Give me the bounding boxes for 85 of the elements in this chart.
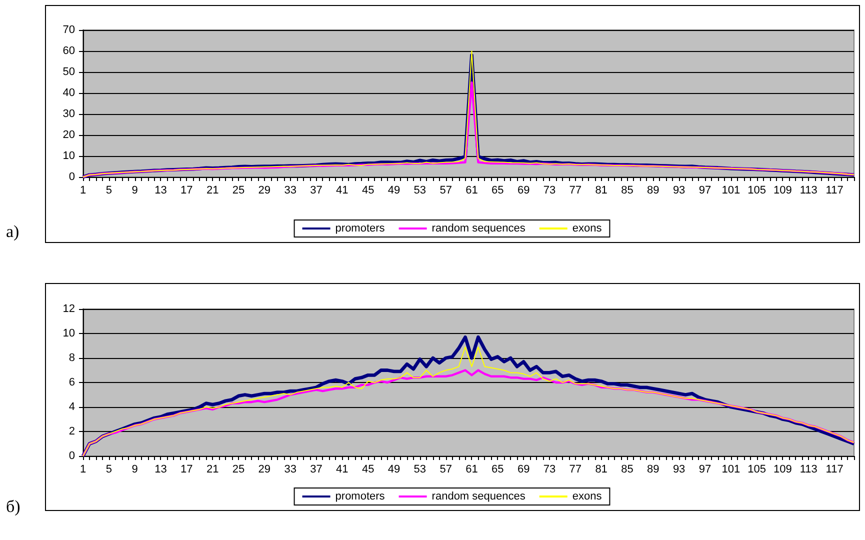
x-tick-label: 61 <box>466 464 478 476</box>
x-tick-label: 37 <box>310 464 322 476</box>
y-tick-label: 8 <box>68 352 75 364</box>
x-tick-label: 29 <box>258 184 271 196</box>
x-tick-label: 21 <box>206 464 219 476</box>
text: б) <box>6 497 20 517</box>
y-tick-label: 10 <box>62 150 75 162</box>
x-tick-label: 93 <box>672 464 686 476</box>
x-tick-label: 89 <box>647 464 660 476</box>
x-tick-label: 37 <box>310 184 322 196</box>
y-tick-label: 70 <box>62 24 75 36</box>
line-series <box>82 369 856 458</box>
x-tick-label: 113 <box>800 464 818 476</box>
x-tick-label: 65 <box>492 184 504 196</box>
y-tick-label: 20 <box>62 129 75 141</box>
x-tick-label: 81 <box>595 464 608 476</box>
y-tick-label: 2 <box>68 426 75 438</box>
y-tick-label: 30 <box>62 108 75 120</box>
legend-label: random sequences <box>432 490 526 502</box>
x-tick-label: 69 <box>517 464 530 476</box>
x-tick-label: 57 <box>440 464 452 476</box>
y-tick-label: 0 <box>68 450 75 462</box>
x-tick-label: 85 <box>621 464 634 476</box>
x-tick-label: 61 <box>466 184 478 196</box>
x-tick-label: 33 <box>284 464 296 476</box>
x-tick-label: 105 <box>748 184 766 196</box>
legend-label: exons <box>572 490 602 502</box>
x-tick-label: 93 <box>672 184 686 196</box>
x-tick-label: 25 <box>232 464 245 476</box>
x-tick-label: 81 <box>595 184 608 196</box>
y-tick-label: 4 <box>68 401 75 413</box>
x-tick-label: 1 <box>80 184 86 196</box>
x-tick-label: 73 <box>543 184 556 196</box>
text: а) <box>6 222 20 242</box>
y-tick-label: 60 <box>62 45 75 57</box>
x-tick-label: 21 <box>206 184 219 196</box>
x-tick-label: 45 <box>362 464 374 476</box>
x-tick-label: 45 <box>362 184 374 196</box>
x-tick-label: 41 <box>336 184 348 196</box>
legend-label: promoters <box>335 490 386 502</box>
x-tick-label: 97 <box>698 464 712 476</box>
x-tick-label: 5 <box>106 464 112 476</box>
line-series <box>82 81 856 178</box>
x-tick-label: 77 <box>569 464 582 476</box>
legend-label: random sequences <box>432 222 526 234</box>
x-tick-label: 97 <box>698 184 712 196</box>
legend-label: exons <box>572 222 602 234</box>
x-tick-label: 49 <box>388 464 400 476</box>
x-tick-label: 109 <box>774 464 792 476</box>
x-tick-label: 33 <box>284 184 296 196</box>
y-tick-label: 10 <box>62 328 75 340</box>
x-tick-label: 117 <box>826 184 844 196</box>
x-tick-label: 1 <box>80 464 86 476</box>
x-tick-label: 13 <box>154 464 167 476</box>
y-tick-label: 6 <box>68 376 75 388</box>
x-tick-label: 73 <box>543 464 556 476</box>
x-tick-label: 69 <box>517 184 530 196</box>
x-tick-label: 49 <box>388 184 400 196</box>
y-tick-label: 12 <box>62 303 75 315</box>
x-tick-label: 65 <box>492 464 504 476</box>
x-tick-label: 85 <box>621 184 634 196</box>
x-tick-label: 109 <box>774 184 792 196</box>
x-tick-label: 117 <box>826 464 844 476</box>
x-tick-label: 53 <box>414 184 426 196</box>
x-tick-label: 13 <box>154 184 167 196</box>
x-tick-label: 17 <box>180 464 193 476</box>
x-tick-label: 41 <box>336 464 348 476</box>
x-tick-label: 29 <box>258 464 271 476</box>
x-tick-label: 113 <box>800 184 818 196</box>
x-tick-label: 17 <box>180 184 193 196</box>
x-tick-label: 105 <box>748 464 766 476</box>
x-tick-label: 57 <box>440 184 452 196</box>
x-tick-label: 101 <box>722 184 740 196</box>
y-tick-label: 50 <box>62 66 75 78</box>
x-tick-label: 9 <box>132 184 138 196</box>
y-tick-label: 0 <box>68 171 75 183</box>
x-tick-label: 77 <box>569 184 582 196</box>
x-tick-label: 101 <box>722 464 740 476</box>
x-tick-label: 53 <box>414 464 426 476</box>
x-tick-label: 5 <box>106 184 112 196</box>
x-tick-label: 9 <box>132 464 138 476</box>
legend-label: promoters <box>335 222 386 234</box>
y-tick-label: 40 <box>62 87 75 99</box>
x-tick-label: 25 <box>232 184 245 196</box>
x-tick-label: 89 <box>647 184 660 196</box>
